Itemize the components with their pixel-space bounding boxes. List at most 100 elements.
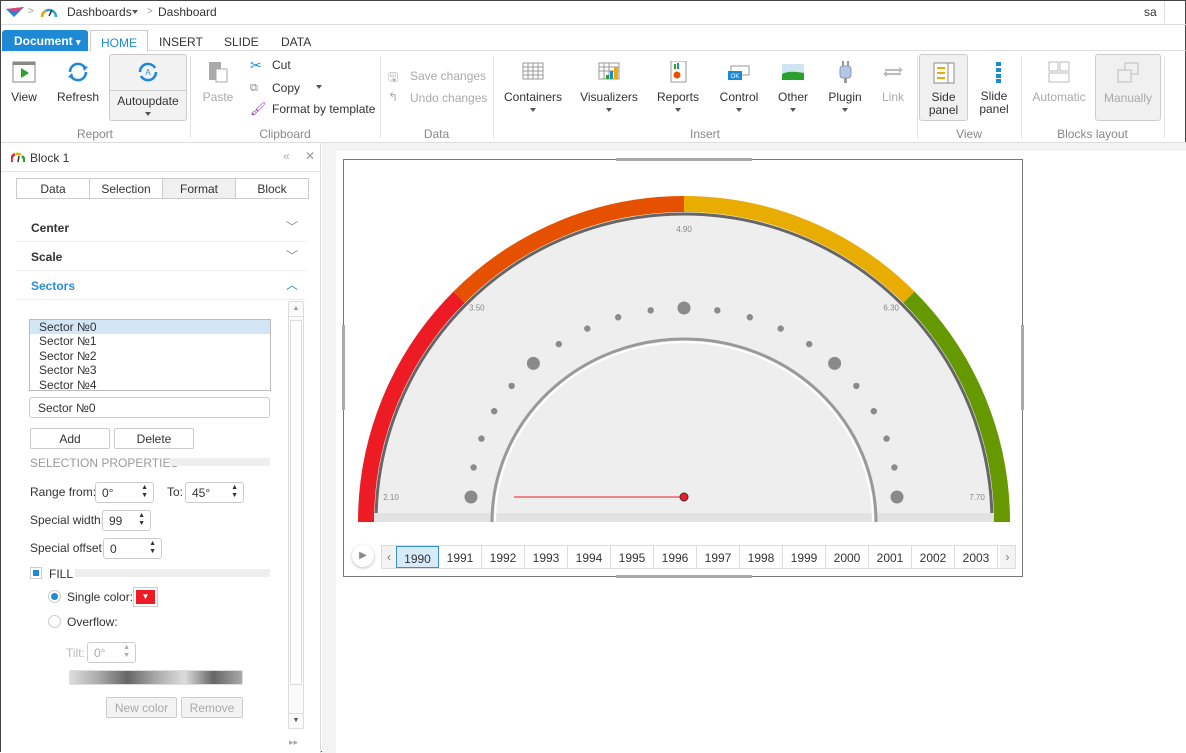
timeline-year-1990[interactable]: 1990 <box>396 546 439 568</box>
reports-button[interactable]: Reports <box>653 60 703 112</box>
minor-tick-dot <box>478 435 485 442</box>
section-scale[interactable]: Scale ﹀ <box>16 242 306 271</box>
undo-icon: ↰ <box>388 90 399 104</box>
timeline-year-1993[interactable]: 1993 <box>525 546 568 568</box>
autoupdate-button[interactable]: A Autoupdate <box>109 54 187 121</box>
side-panel-button[interactable]: Side panel <box>919 54 968 121</box>
new-color-button[interactable]: New color <box>106 697 177 718</box>
add-button[interactable]: Add <box>30 428 110 449</box>
list-item[interactable]: Sector №0 <box>30 320 270 335</box>
timeline-year-2000[interactable]: 2000 <box>826 546 869 568</box>
side-panel-label-2: panel <box>928 103 959 117</box>
timeline-year-1991[interactable]: 1991 <box>439 546 482 568</box>
timeline-prev-button[interactable]: ‹ <box>382 546 396 568</box>
scroll-down-arrow-icon[interactable]: ▼ <box>289 713 303 728</box>
resize-handle-bottom[interactable] <box>616 575 752 578</box>
timeline-year-1998[interactable]: 1998 <box>740 546 783 568</box>
special-width-spinner[interactable]: 99 ▲ ▼ <box>102 510 151 531</box>
fill-checkbox[interactable] <box>30 567 42 579</box>
expand-icon[interactable]: ▸▸ <box>289 737 299 747</box>
view-button[interactable]: View <box>5 61 43 104</box>
control-button[interactable]: OK Control <box>714 61 764 112</box>
overflow-radio[interactable] <box>48 615 61 628</box>
color-picker-button[interactable]: ▼ <box>133 587 158 607</box>
sector-name-input[interactable]: Sector №0 <box>29 397 270 418</box>
slide-panel-button[interactable]: Slide panel <box>973 61 1015 116</box>
panel-tab-data[interactable]: Data <box>16 178 90 199</box>
resize-handle-left[interactable] <box>342 325 345 410</box>
visualizers-button[interactable]: Visualizers <box>576 61 642 112</box>
timeline-year-2003[interactable]: 2003 <box>955 546 998 568</box>
user-menu[interactable]: sa <box>1144 5 1157 19</box>
tab-data[interactable]: DATA <box>281 35 312 49</box>
gradient-editor[interactable] <box>69 670 243 685</box>
timeline-next-button[interactable]: › <box>1000 546 1015 568</box>
tilt-spinner[interactable]: 0° ▲ ▼ <box>87 642 136 663</box>
copy-button[interactable]: ⧉ Copy <box>250 80 330 95</box>
collapse-panel-icon[interactable]: « <box>283 149 290 163</box>
app-logo-icon[interactable] <box>6 7 24 17</box>
timeline-year-2001[interactable]: 2001 <box>869 546 912 568</box>
link-button[interactable]: Link <box>873 61 913 104</box>
other-button[interactable]: Other <box>773 61 813 112</box>
sector-listbox[interactable]: Sector №0 Sector №1 Sector №2 Sector №3 … <box>29 319 271 391</box>
delete-button[interactable]: Delete <box>114 428 194 449</box>
panel-tab-selection[interactable]: Selection <box>89 178 163 199</box>
panel-tab-format[interactable]: Format <box>162 178 236 199</box>
timeline-year-2002[interactable]: 2002 <box>912 546 955 568</box>
panel-scrollbar[interactable]: ▲ ▼ <box>288 301 304 729</box>
close-icon[interactable]: ✕ <box>305 149 316 163</box>
tab-home[interactable]: HOME <box>90 30 148 52</box>
section-center[interactable]: Center ﹀ <box>16 213 306 242</box>
range-from-spinner[interactable]: 0° ▲ ▼ <box>95 482 154 503</box>
chevron-down-icon[interactable] <box>132 10 138 14</box>
timeline-year-1996[interactable]: 1996 <box>654 546 697 568</box>
document-menu-button[interactable]: Document ▾ <box>2 30 88 51</box>
spinner-arrows-icon[interactable]: ▲ ▼ <box>141 484 148 499</box>
scrollbar-thumb[interactable] <box>290 320 302 685</box>
cut-button[interactable]: ✂ Cut <box>250 57 291 74</box>
single-color-radio[interactable] <box>48 590 61 603</box>
resize-handle-top[interactable] <box>616 158 752 161</box>
automatic-button[interactable]: Automatic <box>1026 61 1092 104</box>
timeline-year-1999[interactable]: 1999 <box>783 546 826 568</box>
spinner-arrows-icon[interactable]: ▲ ▼ <box>231 484 238 499</box>
gauge-needle-pivot <box>679 492 689 502</box>
breadcrumb-dashboards[interactable]: Dashboards <box>67 5 132 19</box>
gauge-block[interactable]: 2.10 3.50 4.90 6.30 7.70 ▶ ‹ › 1990 1991 1992 1… <box>342 158 1024 578</box>
undo-changes-button[interactable]: ↰ Undo changes <box>388 90 487 105</box>
containers-button[interactable]: Containers <box>501 61 565 112</box>
remove-button[interactable]: Remove <box>181 697 243 718</box>
gauge-base-band <box>374 513 994 522</box>
panel-tab-block[interactable]: Block <box>235 178 309 199</box>
resize-handle-right[interactable] <box>1021 325 1024 410</box>
spinner-arrows-icon[interactable]: ▲ ▼ <box>138 512 145 527</box>
list-item[interactable]: Sector №4 <box>39 377 97 391</box>
save-changes-button[interactable]: 🖫 Save changes <box>388 68 486 89</box>
tab-insert[interactable]: INSERT <box>159 35 203 49</box>
plugin-button[interactable]: Plugin <box>824 61 866 112</box>
range-to-spinner[interactable]: 45° ▲ ▼ <box>185 482 244 503</box>
section-sectors[interactable]: Sectors ︿ <box>16 271 306 300</box>
play-button[interactable]: ▶ <box>352 545 374 567</box>
refresh-button[interactable]: Refresh <box>53 61 103 104</box>
timeline-year-1994[interactable]: 1994 <box>568 546 611 568</box>
timeline-year-1997[interactable]: 1997 <box>697 546 740 568</box>
list-item[interactable]: Sector №1 <box>39 334 97 349</box>
spinner-arrows-icon[interactable]: ▲ ▼ <box>149 540 156 555</box>
format-by-template-button[interactable]: 🖌 Format by template <box>250 101 375 117</box>
tick-label: 2.10 <box>383 493 399 502</box>
list-item[interactable]: Sector №2 <box>39 348 97 363</box>
gauge-scale-line <box>374 212 994 523</box>
tick-label: 6.30 <box>883 303 899 312</box>
list-item[interactable]: Sector №3 <box>39 363 97 378</box>
timeline-year-1995[interactable]: 1995 <box>611 546 654 568</box>
spinner-arrows-icon[interactable]: ▲ ▼ <box>123 644 130 659</box>
special-offset-spinner[interactable]: 0 ▲ ▼ <box>103 538 162 559</box>
tab-slide[interactable]: SLIDE <box>224 35 259 49</box>
scroll-up-arrow-icon[interactable]: ▲ <box>289 302 303 317</box>
manually-button[interactable]: Manually <box>1095 54 1161 121</box>
paste-button[interactable]: Paste <box>199 61 237 104</box>
chevron-down-icon[interactable] <box>316 85 322 89</box>
timeline-year-1992[interactable]: 1992 <box>482 546 525 568</box>
